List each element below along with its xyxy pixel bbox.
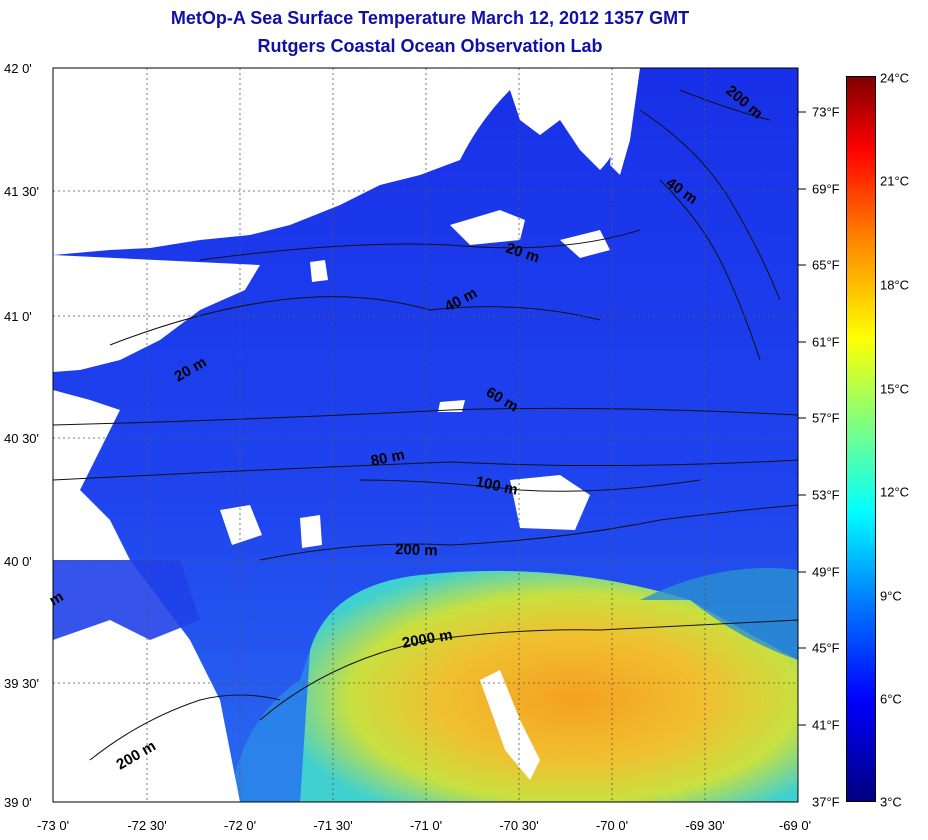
contour-line — [259, 619, 799, 721]
celsius-label: 6°C — [880, 691, 902, 707]
contour-line — [359, 479, 701, 492]
celsius-label: 24°C — [880, 70, 910, 86]
contour-line — [659, 179, 761, 361]
lat-label: 41 30' — [4, 184, 40, 199]
cloud-patch — [220, 505, 262, 545]
lon-label: -71 30' — [313, 818, 353, 833]
temperature-colorbar — [846, 76, 876, 802]
right-axis-ticks — [798, 111, 806, 726]
lat-label: 40 30' — [4, 431, 40, 446]
fahrenheit-label: 61°F — [812, 334, 840, 350]
graticule — [53, 68, 798, 802]
fahrenheit-label: 53°F — [812, 487, 840, 503]
water-patch-coast — [53, 560, 200, 640]
celsius-label: 9°C — [880, 588, 902, 604]
lon-label: -72 30' — [127, 818, 167, 833]
lon-label: -69 30' — [685, 818, 725, 833]
lon-label: -70 0' — [595, 818, 629, 833]
land-nantucket — [560, 230, 610, 258]
lat-label: 39 0' — [4, 795, 32, 810]
map-title: MetOp-A Sea Surface Temperature March 12… — [170, 8, 690, 28]
contour-line — [109, 296, 601, 346]
celsius-label: 12°C — [880, 484, 910, 500]
contour-line — [89, 694, 281, 761]
lat-label: 42 0' — [4, 61, 32, 76]
fahrenheit-label: 45°F — [812, 640, 840, 656]
map-area — [52, 67, 799, 803]
cloud-patch — [438, 400, 465, 412]
lat-label: 41 0' — [4, 309, 32, 324]
land-long-island — [53, 255, 260, 372]
warm-water-region — [300, 570, 798, 802]
celsius-label: 21°C — [880, 173, 910, 189]
transition-water-east — [640, 568, 798, 660]
land-cape-cod — [600, 68, 640, 175]
contour-line — [52, 407, 799, 426]
cloud-patch — [510, 475, 590, 530]
contour-label: 80 m — [369, 446, 406, 470]
land-new-england — [53, 68, 510, 255]
contour-line — [259, 504, 799, 561]
lat-label: 39 30' — [4, 676, 40, 691]
contour-line — [52, 459, 799, 481]
map-frame — [52, 67, 799, 803]
fahrenheit-label: 73°F — [812, 104, 840, 120]
lon-label: -73 0' — [36, 818, 70, 833]
celsius-label: 18°C — [880, 277, 910, 293]
celsius-label: 3°C — [880, 794, 902, 810]
lon-label: -70 30' — [499, 818, 539, 833]
map-subtitle: Rutgers Coastal Ocean Observation Lab — [257, 36, 603, 56]
lon-label: -72 0' — [223, 818, 257, 833]
lon-label: -69 0' — [778, 818, 812, 833]
contour-label: 200 m — [395, 541, 438, 559]
land-cape-cod-bay — [510, 68, 640, 170]
fahrenheit-label: 49°F — [812, 564, 840, 580]
contour-line — [679, 89, 771, 121]
land-block-island — [310, 260, 328, 282]
fahrenheit-label: 69°F — [812, 181, 840, 197]
cloud-patch — [300, 515, 322, 548]
bathymetry-contours — [52, 89, 799, 761]
fahrenheit-label: 65°F — [812, 257, 840, 273]
lon-label: -71 0' — [409, 818, 443, 833]
contour-line — [199, 229, 641, 261]
land-marthas-vineyard — [450, 210, 525, 245]
fahrenheit-label: 57°F — [812, 410, 840, 426]
fahrenheit-label: 41°F — [812, 717, 840, 733]
fahrenheit-label: 37°F — [812, 794, 840, 810]
celsius-label: 15°C — [880, 381, 910, 397]
contour-line — [639, 109, 781, 301]
transition-water — [230, 650, 310, 802]
cloud-patch — [480, 670, 540, 780]
lat-label: 40 0' — [4, 554, 32, 569]
